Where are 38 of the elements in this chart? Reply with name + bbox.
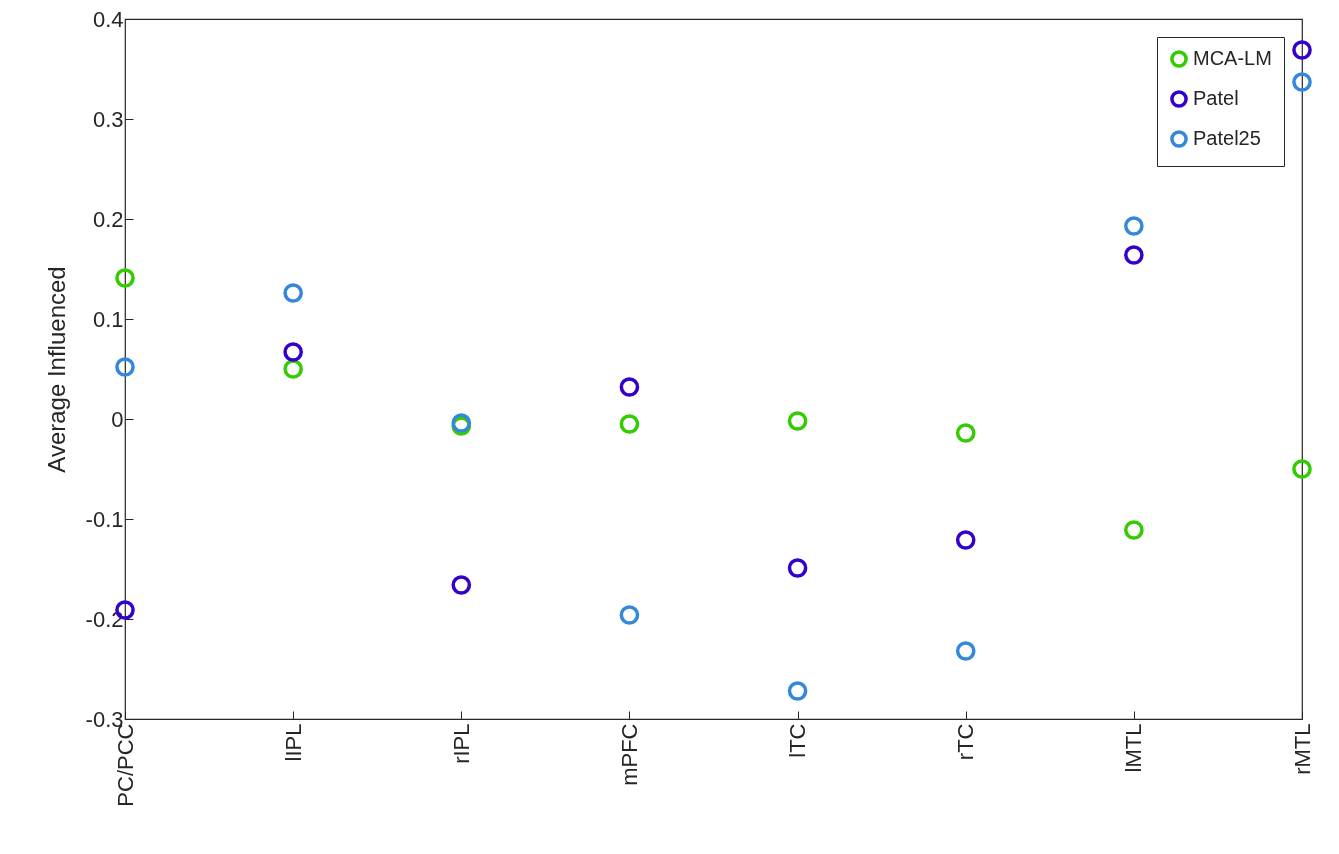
point [955, 641, 976, 661]
point [619, 414, 640, 434]
x-tick-label: mPFC [616, 723, 642, 786]
point [619, 377, 640, 397]
point [1292, 40, 1312, 60]
y-tick-label: 0 [111, 406, 124, 432]
point [1124, 520, 1144, 540]
y-tick-label: 0.4 [92, 6, 124, 32]
y-tick-label: 0.2 [92, 206, 124, 232]
y-axis-title: Average Influenced [42, 266, 70, 473]
x-tick-label: rTC [953, 723, 979, 761]
point [283, 359, 303, 379]
point [787, 558, 808, 578]
point [283, 283, 303, 303]
x-tick-label: rIPL [448, 723, 474, 764]
y-tick-label: 0.3 [92, 106, 124, 132]
point [1292, 459, 1312, 479]
x-tick-label: lTC [785, 723, 811, 758]
x-tick-label: lIPL [280, 723, 306, 762]
point [283, 342, 303, 362]
point [955, 423, 976, 443]
point [955, 530, 976, 550]
x-tick-label: rMTL [1289, 723, 1315, 775]
point [619, 605, 640, 625]
legend-label: Patel [1193, 87, 1239, 109]
point [1124, 245, 1144, 265]
y-tick-label: 0.1 [92, 306, 124, 332]
point [787, 411, 808, 431]
legend-label: MCA-LM [1193, 47, 1272, 69]
point [451, 575, 472, 595]
x-tick-label: lMTL [1121, 723, 1147, 773]
point [115, 268, 135, 288]
point [787, 681, 808, 701]
legend-label: Patel25 [1193, 127, 1261, 149]
point [1124, 216, 1144, 236]
point [115, 357, 135, 377]
point [1292, 72, 1312, 92]
y-tick-label: -0.1 [85, 506, 124, 532]
